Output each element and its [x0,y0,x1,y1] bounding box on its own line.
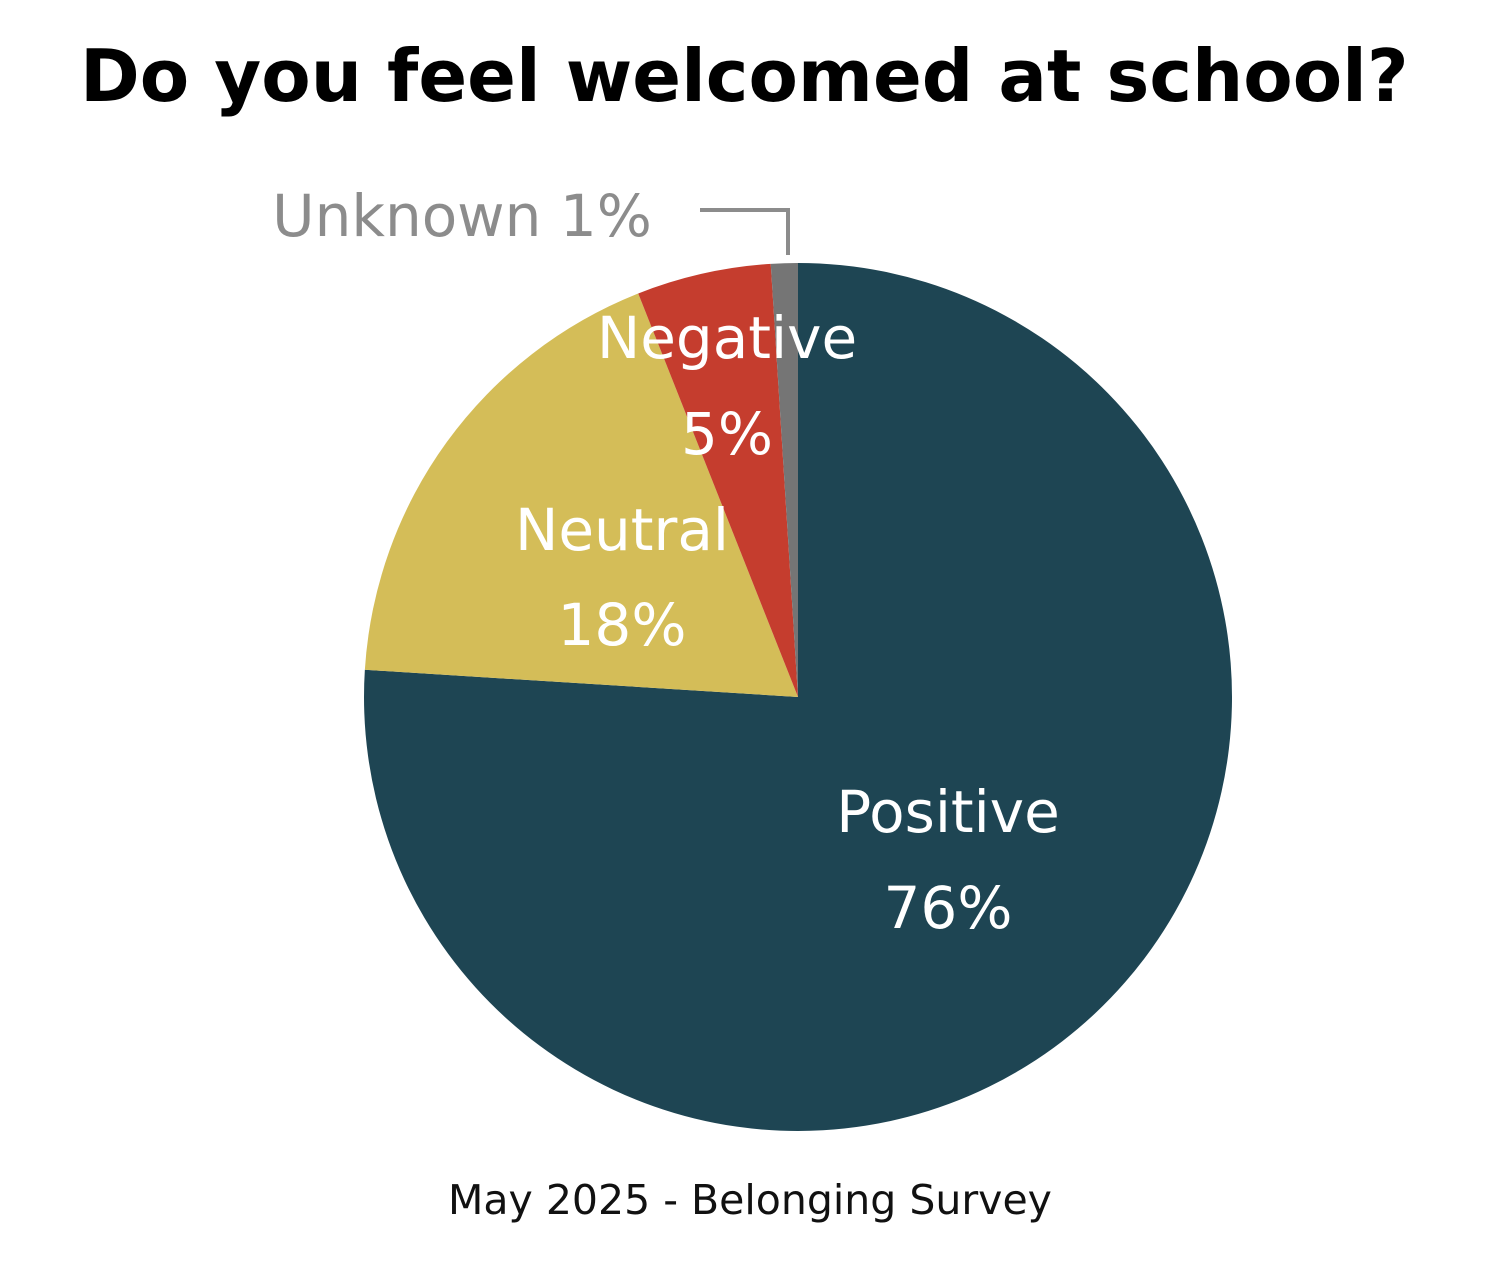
slice-label-neutral-name: Neutral [515,496,729,564]
slice-label-negative: Negative 5% [597,304,857,468]
pie-slice-neutral [364,293,798,697]
slice-label-unknown-text: Unknown 1% [272,182,652,250]
pie-slice-unknown [770,263,798,697]
slice-label-positive-name: Positive [836,778,1060,846]
slice-label-unknown-name: Unknown [272,182,541,250]
chart-subtitle: May 2025 - Belonging Survey [448,1176,1052,1224]
slice-label-positive: Positive 76% [836,778,1060,942]
chart-title: Do you feel welcomed at school? [80,34,1409,118]
slice-label-negative-value: 5% [681,400,773,468]
slice-label-neutral: Neutral 18% [515,496,729,659]
slice-label-negative-name: Negative [597,304,857,372]
slice-label-neutral-value: 18% [558,591,687,659]
slice-label-positive-value: 76% [884,874,1013,942]
pie-slice-positive [364,263,1233,1131]
slice-label-unknown-value: 1% [560,182,652,250]
slice-label-unknown: Unknown 1% [272,182,790,255]
pie-slices [364,263,1233,1131]
unknown-callout-line [700,208,790,255]
pie-slice-negative [638,263,798,697]
